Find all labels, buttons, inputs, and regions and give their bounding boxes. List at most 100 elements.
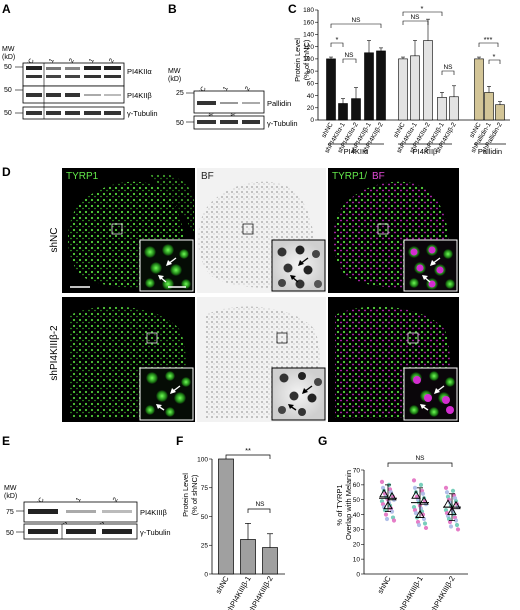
triangle-g: [411, 490, 421, 499]
point-g: [383, 512, 389, 517]
col-label-merge-bf: BF: [372, 171, 385, 182]
band-label-tubulin-a: γ-Tubulin: [127, 109, 158, 118]
panel-d-letter: D: [2, 165, 11, 179]
bar-f: [262, 547, 278, 575]
ytick-g: 30: [353, 527, 361, 534]
ytick-c: 160: [303, 19, 314, 26]
ytick-c: 100: [303, 56, 314, 63]
point-g: [443, 485, 449, 490]
point-g: [384, 516, 390, 522]
bar-c: [474, 58, 484, 121]
ytick-g: 0: [356, 571, 360, 578]
panel-c-ylabel-2: (% of shNC): [302, 39, 311, 80]
marker-e-1: 75: [6, 509, 14, 516]
point-g: [455, 527, 461, 532]
ytick-c: 140: [303, 32, 314, 39]
sig-c-6: NS: [443, 64, 453, 71]
bar-c: [338, 103, 348, 121]
ytick-f: 100: [197, 456, 208, 463]
bar-c: [495, 104, 505, 121]
bar-c: [437, 97, 447, 121]
band-label-pi4k2b: PI4KIIβ: [127, 91, 152, 100]
point-g: [379, 479, 385, 484]
panel-f: F Protein Level (% of shNC) 0 25 50 75 100 s…: [176, 434, 285, 610]
bar-f: [218, 458, 234, 575]
panel-d: D shNC shPI4KIIIβ-2 TYRP1 BF TYRP1/ BF: [2, 165, 459, 422]
band-label-pallidin: Pallidin: [267, 99, 291, 108]
panel-b-kd: (kD): [168, 76, 181, 83]
triangle-g: [419, 496, 429, 505]
panel-g-points: [379, 478, 461, 532]
point-g: [418, 482, 424, 487]
band-label-pi4k2a: PI4KIIα: [127, 67, 152, 76]
point-g: [391, 518, 397, 523]
ytick-f: 0: [204, 571, 208, 578]
panel-f-ylabel-2: (% of shNC): [190, 474, 199, 515]
triangle-g: [379, 488, 389, 498]
point-g: [413, 510, 419, 516]
marker-a-2: 50: [4, 87, 12, 94]
bar-c: [351, 98, 361, 121]
inset-bf-shnc: [271, 239, 326, 292]
point-g: [389, 509, 395, 514]
marker-e-2: 50: [6, 530, 14, 537]
panel-b-mw: MW: [168, 68, 181, 75]
row-label-shpi4k3b-2: shPI4KIIIβ-2: [49, 325, 60, 381]
ytick-g: 40: [353, 512, 361, 519]
panel-g-ylabel-1: % of TYRP1: [335, 484, 344, 525]
xlabel-g: shNC: [376, 574, 393, 595]
inset-tyrp1-shpi4k3b: [139, 367, 194, 421]
triangle-g: [447, 506, 457, 516]
point-g: [447, 519, 453, 525]
sig-c-5: *: [421, 4, 424, 13]
bands-a: [26, 66, 121, 115]
panel-b-letter: B: [168, 2, 177, 16]
sig-c-2: NS: [344, 52, 354, 59]
xlabel-g: shPI4KIIIβ-1: [396, 575, 425, 610]
panel-a-letter: A: [2, 2, 11, 16]
point-g: [444, 490, 450, 495]
sig-c-8: *: [493, 52, 496, 61]
point-g: [416, 522, 422, 528]
inset-merge-shnc: [403, 239, 458, 292]
marker-b-2: 50: [176, 120, 184, 127]
point-g: [412, 485, 418, 490]
panel-f-ylabel-1: Protein Level: [181, 473, 190, 517]
inset-tyrp1-shnc: [139, 239, 194, 292]
bar-c: [423, 40, 433, 121]
panel-e-kd: (kD): [4, 493, 17, 500]
triangle-g: [451, 500, 461, 510]
point-g: [450, 488, 456, 493]
col-label-bf: BF: [201, 171, 214, 182]
triangle-g: [415, 509, 425, 519]
ytick-f: 25: [201, 543, 209, 550]
panel-f-letter: F: [176, 434, 183, 448]
ytick-g: 10: [353, 556, 361, 563]
marker-a-3: 50: [4, 110, 12, 117]
ytick-c: 40: [307, 93, 315, 100]
panel-g-axes: 0 10 20 30 40 50 60 70: [353, 467, 468, 578]
ytick-c: 60: [307, 81, 315, 88]
panel-f-bars: [218, 458, 278, 575]
panel-e-mw: MW: [4, 485, 17, 492]
sig-c-4: NS: [410, 14, 420, 21]
point-g: [420, 491, 426, 496]
sig-g-1: NS: [415, 455, 425, 462]
row-label-shnc: shNC: [49, 227, 60, 252]
triangle-g: [443, 499, 453, 508]
band-label-tubulin-e: γ-Tubulin: [140, 528, 171, 537]
inset-merge-shpi4k3b: [403, 367, 458, 421]
point-g: [448, 524, 454, 529]
panel-g-xlabels: shNC shPI4KIIIβ-1 shPI4KIIIβ-2: [376, 574, 457, 610]
bar-c: [376, 50, 386, 121]
ytick-g: 70: [353, 467, 361, 474]
ytick-g: 50: [353, 497, 361, 504]
point-g: [454, 522, 460, 528]
ytick-c: 80: [307, 68, 315, 75]
ytick-c: 20: [307, 105, 315, 112]
point-g: [422, 521, 428, 526]
panel-g-letter: G: [318, 434, 327, 448]
